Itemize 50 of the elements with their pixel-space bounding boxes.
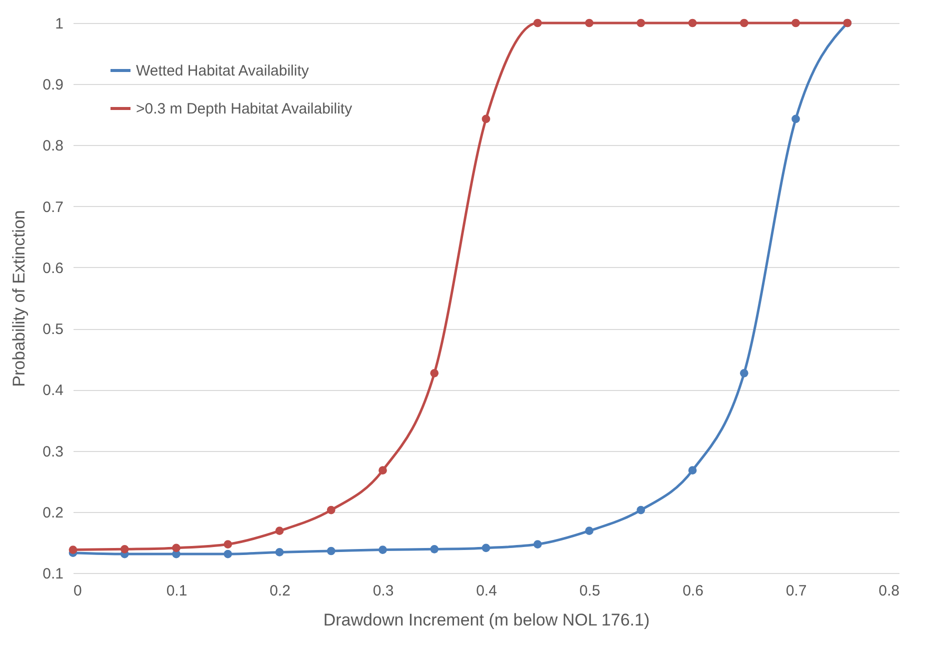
- x-tick-label: 0.1: [166, 582, 188, 600]
- y-tick-label: 0.4: [42, 382, 64, 400]
- point: [224, 540, 232, 548]
- y-tick-label: 0.1: [42, 566, 64, 582]
- point: [68, 546, 78, 554]
- point: [482, 544, 490, 552]
- legend-label: >0.3 m Depth Habitat Availability: [136, 100, 353, 118]
- x-tick-label: 0.8: [878, 582, 900, 600]
- y-tick-label: 0.6: [42, 260, 64, 277]
- x-tick-label: 0.4: [476, 582, 497, 600]
- y-tick-label: 1: [55, 16, 64, 32]
- point: [740, 18, 748, 28]
- y-tick-label: 0.8: [42, 138, 64, 155]
- x-tick-label: 0.6: [682, 582, 704, 600]
- point: [224, 550, 232, 558]
- point: [585, 526, 594, 536]
- x-tick-label: 0.2: [270, 582, 290, 600]
- x-tick-label: 0.5: [579, 582, 600, 600]
- y-axis-title: Probability of Extinction: [10, 210, 29, 387]
- y-tick-label: 0.2: [42, 504, 64, 522]
- y-tick-label: 0.9: [42, 76, 64, 94]
- y-tick-label: 0.7: [42, 198, 64, 216]
- point: [378, 466, 387, 475]
- x-tick-label: 0.7: [786, 582, 807, 600]
- point: [585, 18, 594, 28]
- point: [792, 114, 800, 124]
- point: [120, 544, 129, 554]
- point: [275, 548, 284, 556]
- point: [378, 546, 387, 554]
- x-tick-label: 0: [74, 582, 82, 600]
- x-axis-title: Drawdown Increment (m below NOL 176.1): [323, 610, 650, 630]
- point: [636, 506, 646, 514]
- legend-label: Wetted Habitat Availability: [136, 62, 310, 80]
- point: [792, 18, 800, 28]
- point: [172, 544, 180, 552]
- point: [688, 466, 697, 475]
- point: [482, 114, 490, 124]
- point: [430, 544, 439, 554]
- point: [533, 18, 542, 28]
- point: [326, 506, 336, 514]
- point: [740, 368, 748, 378]
- point: [326, 546, 336, 556]
- y-tick-label: 0.3: [42, 443, 64, 460]
- point: [430, 368, 439, 378]
- point: [533, 540, 542, 548]
- x-tick-label: 0.3: [372, 582, 394, 600]
- point: [636, 18, 646, 28]
- point: [688, 18, 697, 28]
- y-tick-label: 0.5: [42, 321, 64, 338]
- point: [275, 526, 284, 536]
